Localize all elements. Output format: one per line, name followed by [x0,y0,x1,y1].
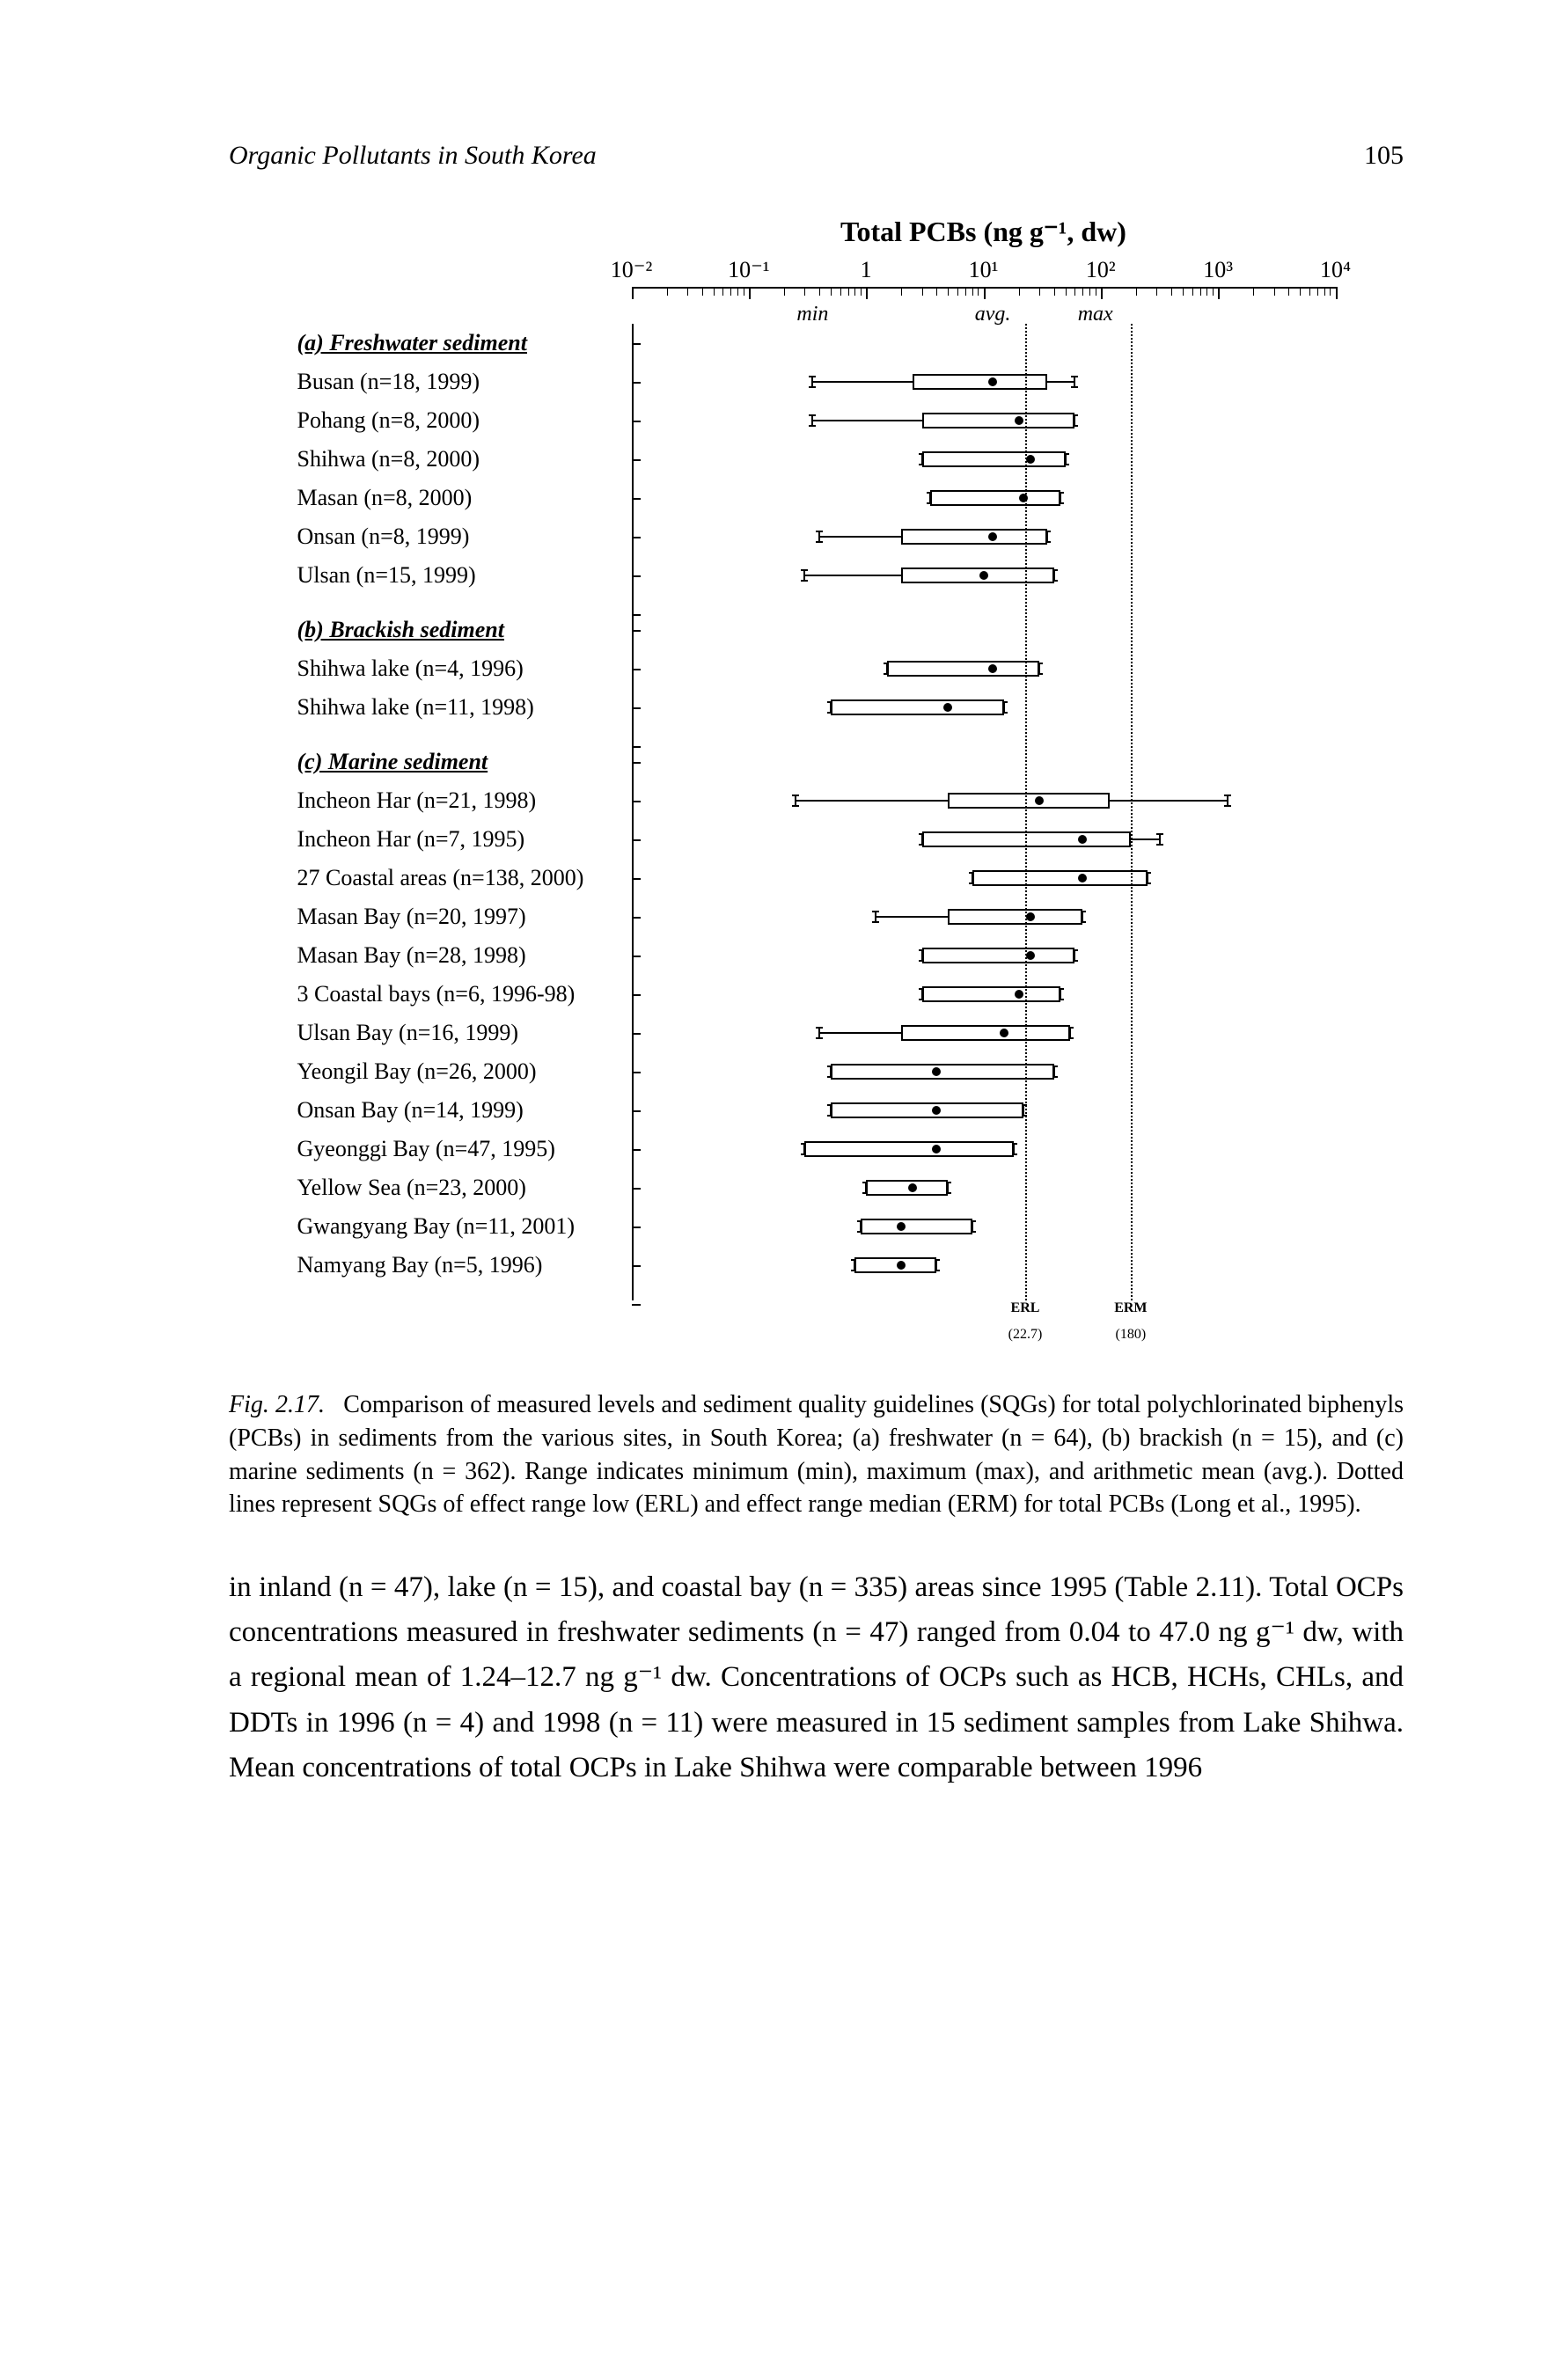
row-plot [632,362,1336,401]
sqg-label-row: ERL ERM [632,1300,1336,1327]
data-row: Namyang Bay (n=5, 1996) [297,1246,1336,1285]
data-row: Ulsan (n=15, 1999) [297,556,1336,595]
row-plot [632,440,1336,479]
data-row: 27 Coastal areas (n=138, 2000) [297,859,1336,897]
row-label: Onsan (n=8, 1999) [297,517,623,556]
caption-text: Comparison of measured levels and sedime… [229,1391,1404,1518]
row-label: Gwangyang Bay (n=11, 2001) [297,1207,623,1246]
data-row: Shihwa lake (n=4, 1996) [297,649,1336,688]
erl-value: (22.7) [1008,1327,1043,1343]
row-label: Masan Bay (n=20, 1997) [297,897,623,936]
row-plot [632,401,1336,440]
row-plot [632,820,1336,859]
row-plot [632,556,1336,595]
row-plot [632,1168,1336,1207]
data-row: Gyeonggi Bay (n=47, 1995) [297,1130,1336,1168]
x-tick-label: 10² [1086,257,1116,283]
row-plot [632,936,1336,975]
row-label: Gyeonggi Bay (n=47, 1995) [297,1130,623,1168]
data-row: Masan Bay (n=28, 1998) [297,936,1336,975]
row-label: Incheon Har (n=7, 1995) [297,820,623,859]
x-tick-label: 10⁻² [611,257,653,283]
data-row: Busan (n=18, 1999) [297,362,1336,401]
row-plot [632,859,1336,897]
row-label: Shihwa lake (n=4, 1996) [297,649,623,688]
row-plot [632,1130,1336,1168]
erl-label: ERL [1011,1300,1040,1316]
x-tick-label: 10¹ [969,257,999,283]
row-plot [632,781,1336,820]
page-number: 105 [1364,141,1404,171]
row-label: Pohang (n=8, 2000) [297,401,623,440]
data-row: Onsan (n=8, 1999) [297,517,1336,556]
row-label: Yeongil Bay (n=26, 2000) [297,1052,623,1091]
row-label: Ulsan Bay (n=16, 1999) [297,1014,623,1052]
annot-min: min [796,303,828,326]
data-row: Gwangyang Bay (n=11, 2001) [297,1207,1336,1246]
row-plot [632,1207,1336,1246]
data-row: Pohang (n=8, 2000) [297,401,1336,440]
annot-avg: avg. [975,303,1011,326]
data-row: Masan Bay (n=20, 1997) [297,897,1336,936]
row-plot [632,1246,1336,1285]
row-label: Ulsan (n=15, 1999) [297,556,623,595]
row-plot [632,897,1336,936]
chart-area: 10⁻²10⁻¹110¹10²10³10⁴minavg.max(a) Fresh… [297,257,1336,1300]
sqg-value-row: (22.7) (180) [632,1327,1336,1353]
figure: Total PCBs (ng g⁻¹, dw) 10⁻² 10⁻¹ 1 10¹ 10² 1… [297,215,1336,1353]
row-label: Onsan Bay (n=14, 1999) [297,1091,623,1130]
row-plot [632,649,1336,688]
x-tick-label: 10⁻¹ [728,257,770,283]
section-header: (b) Brackish sediment [297,611,623,649]
x-tick-label: 10³ [1203,257,1233,283]
data-row: Yeongil Bay (n=26, 2000) [297,1052,1336,1091]
data-row: Incheon Har (n=21, 1998) [297,781,1336,820]
row-plot [632,1091,1336,1130]
annot-max: max [1078,303,1113,326]
row-plot [632,517,1336,556]
section-header: (c) Marine sediment [297,743,623,781]
figure-number: Fig. 2.17. [229,1391,325,1418]
row-label: Masan (n=8, 2000) [297,479,623,517]
data-row: 3 Coastal bays (n=6, 1996-98) [297,975,1336,1014]
row-label: Shihwa lake (n=11, 1998) [297,688,623,727]
figure-caption: Fig. 2.17. Comparison of measured levels… [229,1388,1404,1521]
body-paragraph: in inland (n = 47), lake (n = 15), and c… [229,1565,1404,1790]
row-label: Yellow Sea (n=23, 2000) [297,1168,623,1207]
data-row: Incheon Har (n=7, 1995) [297,820,1336,859]
data-row: Yellow Sea (n=23, 2000) [297,1168,1336,1207]
row-label: Incheon Har (n=21, 1998) [297,781,623,820]
row-plot [632,975,1336,1014]
data-row: Ulsan Bay (n=16, 1999) [297,1014,1336,1052]
chart-title: Total PCBs (ng g⁻¹, dw) [632,215,1336,248]
row-label: Shihwa (n=8, 2000) [297,440,623,479]
row-label: Busan (n=18, 1999) [297,362,623,401]
data-row: Shihwa (n=8, 2000) [297,440,1336,479]
x-tick-label: 1 [861,257,872,283]
row-plot [632,479,1336,517]
erm-value: (180) [1116,1327,1147,1343]
running-head: Organic Pollutants in South Korea 105 [229,141,1404,171]
row-label: 27 Coastal areas (n=138, 2000) [297,859,623,897]
row-plot [632,1052,1336,1091]
page: Organic Pollutants in South Korea 105 To… [0,0,1562,2380]
row-label: Namyang Bay (n=5, 1996) [297,1246,623,1285]
data-row: Masan (n=8, 2000) [297,479,1336,517]
data-row: Shihwa lake (n=11, 1998) [297,688,1336,727]
erm-label: ERM [1114,1300,1147,1316]
running-head-left: Organic Pollutants in South Korea [229,141,597,171]
row-label: Masan Bay (n=28, 1998) [297,936,623,975]
row-plot [632,1014,1336,1052]
row-label: 3 Coastal bays (n=6, 1996-98) [297,975,623,1014]
data-row: Onsan Bay (n=14, 1999) [297,1091,1336,1130]
section-header: (a) Freshwater sediment [297,324,623,362]
x-tick-label: 10⁴ [1320,257,1351,283]
row-plot [632,688,1336,727]
